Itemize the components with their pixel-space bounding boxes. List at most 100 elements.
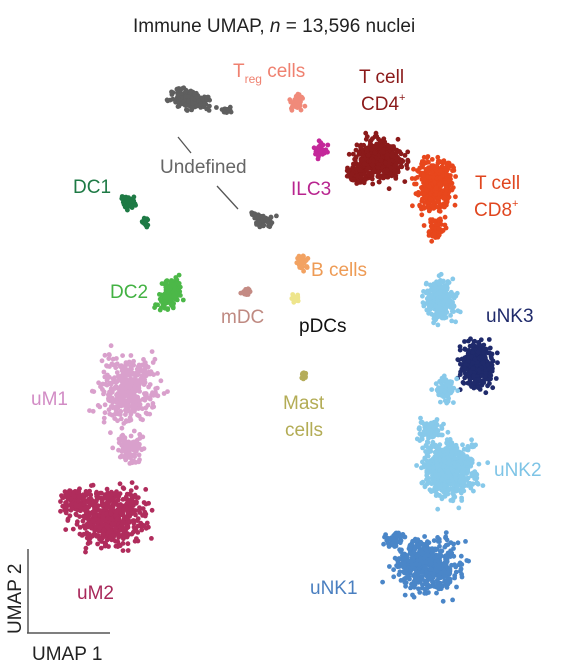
point-um1 bbox=[142, 380, 148, 385]
point-unk1 bbox=[401, 564, 406, 570]
point-t-cell-cd8- bbox=[441, 196, 447, 202]
point-unk1 bbox=[426, 584, 431, 590]
point-unk2 bbox=[447, 384, 453, 390]
point-um2 bbox=[100, 514, 106, 519]
point-t-cell-cd4- bbox=[356, 179, 362, 185]
point-um1 bbox=[107, 374, 112, 380]
point-unk2 bbox=[438, 271, 444, 277]
point-um1 bbox=[129, 366, 134, 372]
point-um2 bbox=[125, 548, 131, 553]
point-unk2 bbox=[434, 482, 440, 487]
point-t-cell-cd8- bbox=[417, 202, 422, 208]
label-tcell-cd4-line1: T cell bbox=[359, 67, 404, 88]
point-um2 bbox=[107, 529, 113, 535]
point-unk2 bbox=[444, 309, 450, 315]
point-t-cell-cd4- bbox=[350, 151, 356, 157]
point-unk3 bbox=[466, 338, 471, 344]
point-t-cell-cd8- bbox=[444, 168, 450, 174]
point-um1 bbox=[155, 393, 161, 399]
point-unk1 bbox=[428, 566, 434, 572]
chart-title: Immune UMAP, n = 13,596 nuclei bbox=[133, 16, 415, 37]
point-t-cell-cd8- bbox=[431, 200, 437, 205]
point-unk1 bbox=[431, 538, 437, 543]
point-um2 bbox=[64, 507, 70, 513]
point-unk1 bbox=[451, 553, 457, 559]
point-t-cell-cd4- bbox=[385, 152, 390, 158]
point-undefined bbox=[265, 217, 270, 222]
point-um2 bbox=[110, 496, 115, 502]
point-dc2 bbox=[177, 284, 183, 290]
point-um1 bbox=[96, 380, 101, 386]
point-t-cell-cd8- bbox=[452, 202, 458, 208]
point-unk2 bbox=[428, 448, 434, 454]
point-t-cell-cd8- bbox=[423, 167, 429, 173]
point-t-cell-cd8- bbox=[428, 219, 434, 225]
point-unk2 bbox=[429, 421, 435, 427]
point-unk1 bbox=[417, 590, 423, 595]
point-unk3 bbox=[487, 345, 493, 351]
point-t-cell-cd8- bbox=[412, 176, 418, 182]
point-unk3 bbox=[457, 344, 463, 349]
label-mast-line1: Mast bbox=[283, 393, 325, 414]
point-unk1 bbox=[426, 574, 432, 579]
point-unk2 bbox=[429, 433, 435, 439]
point-um2 bbox=[88, 511, 93, 517]
point-um2 bbox=[143, 501, 149, 507]
label-mast-line2: cells bbox=[285, 420, 323, 441]
point-unk1 bbox=[416, 544, 422, 549]
point-t-cell-cd8- bbox=[425, 154, 431, 159]
point-t-cell-cd4- bbox=[404, 162, 409, 168]
point-unk2 bbox=[470, 470, 476, 476]
point-um2 bbox=[68, 507, 74, 513]
point-unk2 bbox=[418, 420, 424, 425]
point-um2 bbox=[125, 519, 131, 525]
point-t-cell-cd4- bbox=[370, 181, 376, 187]
point-t-cell-cd8- bbox=[453, 194, 458, 200]
label-unk2: uNK2 bbox=[494, 460, 542, 481]
point-t-cell-cd8- bbox=[429, 238, 435, 244]
point-um1 bbox=[147, 382, 153, 387]
point-t-cell-cd4- bbox=[393, 161, 399, 167]
point-unk1 bbox=[414, 538, 420, 543]
point-t-cell-cd8- bbox=[436, 208, 442, 214]
point-t-cell-cd8- bbox=[435, 199, 440, 205]
point-um2 bbox=[101, 527, 107, 533]
point-dc2 bbox=[177, 289, 183, 294]
point-unk2 bbox=[445, 468, 451, 474]
point-um2 bbox=[92, 513, 98, 519]
point-um1 bbox=[135, 412, 140, 418]
point-t-cell-cd8- bbox=[434, 163, 440, 169]
point-um2 bbox=[100, 531, 106, 537]
point-unk2 bbox=[454, 290, 460, 296]
point-um1 bbox=[121, 390, 126, 395]
point-unk1 bbox=[380, 579, 385, 585]
point-t-cell-cd8- bbox=[435, 154, 441, 160]
point-um1 bbox=[116, 403, 122, 409]
point-unk2 bbox=[424, 477, 429, 482]
point-undefined bbox=[274, 213, 279, 219]
point-unk2 bbox=[448, 443, 453, 448]
point-unk1 bbox=[443, 530, 449, 535]
label-unk1: uNK1 bbox=[310, 578, 358, 599]
point-um2 bbox=[99, 539, 104, 544]
point-unk1 bbox=[433, 546, 439, 552]
point-b-cells bbox=[304, 265, 310, 270]
point-um2 bbox=[125, 523, 131, 529]
point-um1 bbox=[119, 425, 125, 431]
point-ilc3 bbox=[315, 146, 321, 152]
point-unk2 bbox=[437, 457, 443, 463]
point-unk3 bbox=[476, 367, 482, 373]
point-t-cell-cd4- bbox=[346, 151, 352, 157]
point-unk3 bbox=[488, 354, 494, 359]
point-um2 bbox=[88, 492, 94, 498]
point-um1 bbox=[128, 398, 134, 404]
point-um1 bbox=[136, 406, 141, 411]
point-t-cell-cd4- bbox=[372, 150, 378, 156]
point-um2 bbox=[87, 535, 93, 541]
point-t-cell-cd4- bbox=[374, 134, 380, 139]
point-t-cell-cd4- bbox=[356, 149, 362, 155]
point-um1 bbox=[142, 397, 148, 403]
point-t-cell-cd4- bbox=[368, 138, 374, 143]
point-unk2 bbox=[456, 505, 462, 511]
point-t-cell-cd8- bbox=[443, 185, 449, 190]
